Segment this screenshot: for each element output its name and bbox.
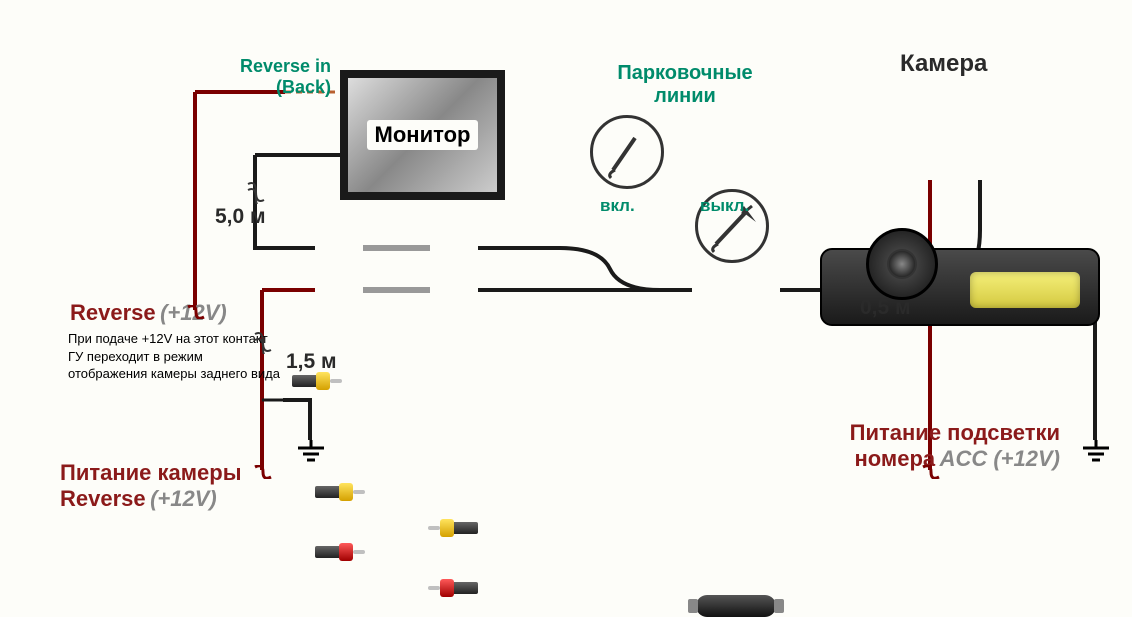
license-plate-light	[970, 272, 1080, 308]
note-line-1: При подаче +12V на этот контакт	[68, 330, 328, 348]
parking-lines-1: Парковочные	[585, 62, 785, 85]
back-text: (Back)	[240, 77, 331, 98]
parking-on-circle	[590, 115, 664, 189]
rca-yellow-left	[315, 483, 363, 501]
camera-lens	[866, 228, 938, 300]
parking-lines-2: линии	[585, 85, 785, 108]
camera-label: Камера	[900, 50, 987, 78]
ground-left-icon	[296, 440, 326, 470]
rca-yellow-right	[430, 519, 478, 537]
rca-mate-gap	[363, 239, 430, 299]
power-cam-line2-wrap: Reverse (+12V)	[60, 486, 242, 512]
power-cam-line2: Reverse	[60, 486, 146, 511]
plate-light-line1: Питание подсветки	[760, 420, 1060, 446]
rca-red-right	[430, 579, 478, 597]
power-camera-label: Питание камеры Reverse (+12V)	[60, 460, 242, 512]
plate-light-line2-wrap: номера ACC (+12V)	[760, 446, 1060, 472]
reverse-in-label: Reverse in (Back)	[240, 56, 331, 98]
len-05m: 0,5 м	[860, 296, 911, 320]
power-cam-line1: Питание камеры	[60, 460, 242, 486]
parking-lines-label: Парковочные линии	[585, 62, 785, 108]
parking-on-icon	[593, 118, 667, 192]
plate-light-acc: ACC (+12V)	[940, 446, 1060, 471]
reverse-in-text: Reverse in	[240, 56, 331, 77]
ground-right-icon	[1081, 440, 1111, 470]
len-5m: 5,0 м	[215, 205, 266, 229]
break-5m	[246, 180, 266, 204]
len-15m: 1,5 м	[286, 350, 337, 374]
wire-end-plate	[921, 465, 941, 479]
camera-lens-inner	[887, 249, 917, 279]
wire-end-reverse	[186, 305, 206, 319]
wire-end-powercam	[253, 465, 273, 479]
monitor-label: Монитор	[367, 120, 479, 150]
plate-light-label: Питание подсветки номера ACC (+12V)	[760, 420, 1060, 472]
on-label: вкл.	[600, 196, 635, 216]
monitor-block: Монитор	[340, 70, 505, 200]
power-cam-line2-val: (+12V)	[150, 486, 217, 511]
rca-red-left	[315, 543, 363, 561]
off-label: выкл.	[700, 196, 749, 216]
splice-connector	[696, 595, 776, 617]
break-15m	[253, 330, 273, 354]
reverse-text: Reverse	[70, 300, 156, 325]
